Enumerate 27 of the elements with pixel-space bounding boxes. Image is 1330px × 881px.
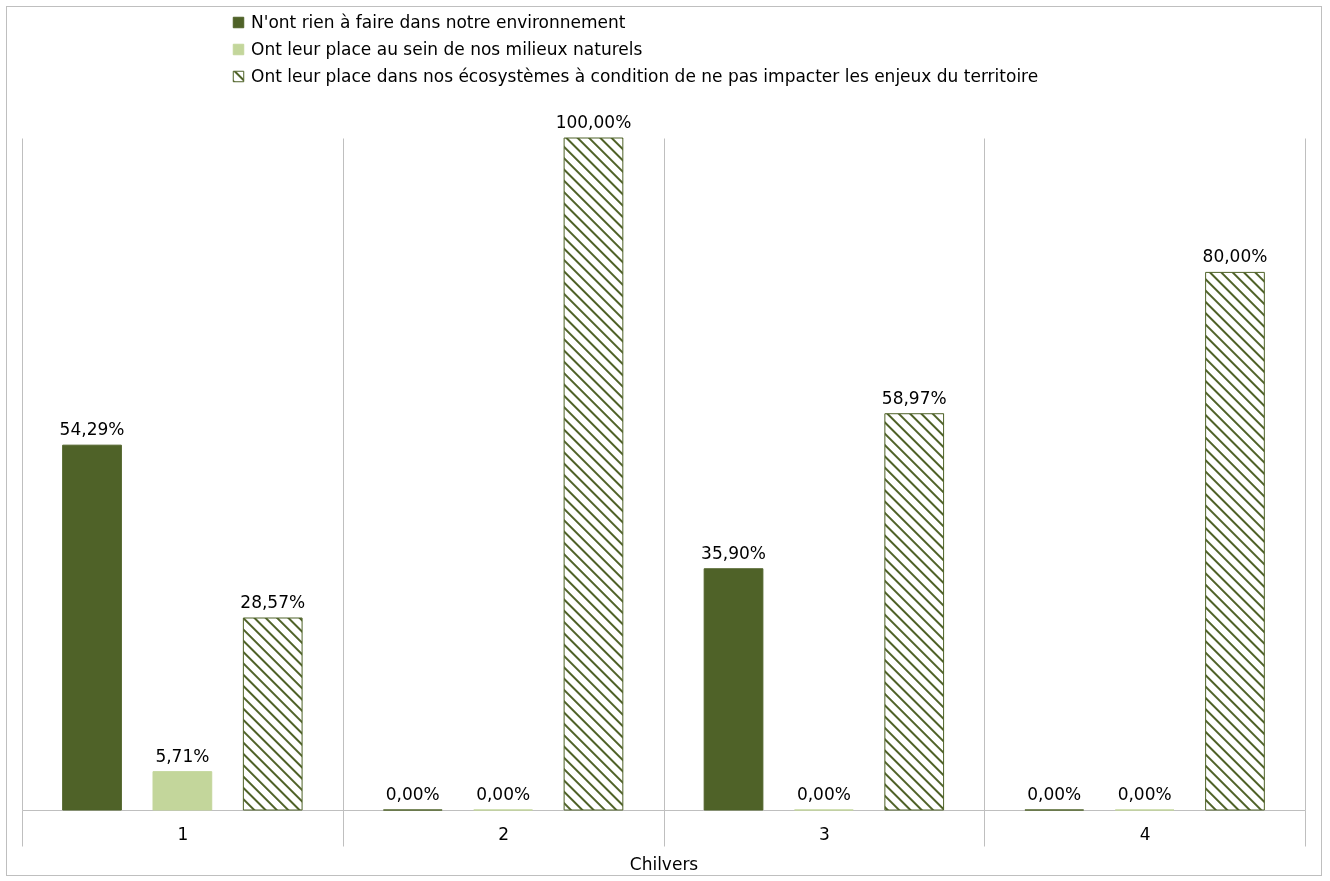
legend-label: Ont leur place au sein de nos milieux naturels <box>251 38 643 59</box>
x-tick-label: 1 <box>177 823 189 844</box>
bar <box>884 413 945 811</box>
data-label: 5,71% <box>155 745 210 766</box>
data-label: 0,00% <box>796 784 851 804</box>
data-label: 0,00% <box>385 784 440 804</box>
data-label: 54,29% <box>59 419 125 440</box>
legend-label: Ont leur place dans nos écosystèmes à condition de ne pas impacter les enjeux du territoire <box>251 65 1039 86</box>
data-label: 80,00% <box>1202 246 1268 267</box>
bar <box>563 137 624 811</box>
x-axis-title: Chilvers <box>629 854 699 874</box>
data-label: 28,57% <box>240 592 306 613</box>
bar <box>152 771 213 811</box>
data-label: 100,00% <box>555 112 632 132</box>
legend-label: N'ont rien à faire dans notre environnement <box>251 11 626 32</box>
bar <box>1205 271 1265 811</box>
data-label: 0,00% <box>1117 784 1172 804</box>
bar <box>703 568 764 811</box>
data-label: 0,00% <box>1027 784 1082 804</box>
data-label: 58,97% <box>881 387 947 408</box>
data-label: 35,90% <box>701 542 766 563</box>
x-tick-label: 4 <box>1139 823 1151 844</box>
x-tick-label: 3 <box>818 823 830 844</box>
x-tick-label: 2 <box>498 823 510 844</box>
data-label: 0,00% <box>476 784 531 804</box>
bar <box>62 444 122 811</box>
bar <box>242 617 303 811</box>
